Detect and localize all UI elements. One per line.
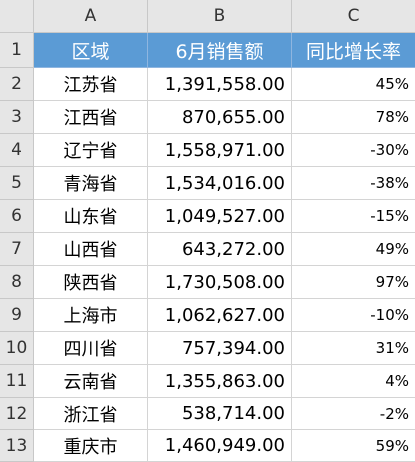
cell-region[interactable]: 江苏省 [34, 68, 148, 101]
row-header[interactable]: 5 [0, 167, 34, 200]
cell-growth[interactable]: -2% [292, 398, 415, 430]
cell-region[interactable]: 云南省 [34, 365, 148, 398]
cell-growth[interactable]: 45% [292, 68, 415, 101]
row-header[interactable]: 1 [0, 33, 34, 68]
cell-sales[interactable]: 1,062,627.00 [148, 299, 292, 332]
table-row: 11 云南省 1,355,863.00 4% [0, 365, 415, 398]
row-header[interactable]: 8 [0, 266, 34, 299]
cell-growth[interactable]: 78% [292, 101, 415, 134]
cell-growth[interactable]: 97% [292, 266, 415, 299]
column-header-c[interactable]: C [292, 0, 415, 33]
cell-growth[interactable]: 49% [292, 233, 415, 266]
table-row: 8 陕西省 1,730,508.00 97% [0, 266, 415, 299]
cell-region[interactable]: 山西省 [34, 233, 148, 266]
cell-growth[interactable]: 31% [292, 332, 415, 365]
table-row: 4 辽宁省 1,558,971.00 -30% [0, 134, 415, 167]
cell-sales[interactable]: 757,394.00 [148, 332, 292, 365]
table-row: 1 区域 6月销售额 同比增长率 [0, 33, 415, 68]
select-all-corner[interactable] [0, 0, 34, 33]
table-row: 13 重庆市 1,460,949.00 59% [0, 430, 415, 462]
cell-region[interactable]: 陕西省 [34, 266, 148, 299]
cell-growth[interactable]: -38% [292, 167, 415, 200]
table-row: 5 青海省 1,534,016.00 -38% [0, 167, 415, 200]
cell-region[interactable]: 上海市 [34, 299, 148, 332]
cell-region[interactable]: 青海省 [34, 167, 148, 200]
table-row: 9 上海市 1,062,627.00 -10% [0, 299, 415, 332]
cell-sales[interactable]: 1,534,016.00 [148, 167, 292, 200]
cell-sales[interactable]: 1,558,971.00 [148, 134, 292, 167]
row-header[interactable]: 13 [0, 430, 34, 462]
header-cell-region[interactable]: 区域 [34, 33, 148, 68]
column-header-row: A B C [0, 0, 415, 33]
cell-sales[interactable]: 1,391,558.00 [148, 68, 292, 101]
cell-growth[interactable]: -30% [292, 134, 415, 167]
row-header[interactable]: 6 [0, 200, 34, 233]
cell-sales[interactable]: 643,272.00 [148, 233, 292, 266]
cell-region[interactable]: 重庆市 [34, 430, 148, 462]
column-header-b[interactable]: B [148, 0, 292, 33]
row-header[interactable]: 11 [0, 365, 34, 398]
header-cell-sales[interactable]: 6月销售额 [148, 33, 292, 68]
table-row: 6 山东省 1,049,527.00 -15% [0, 200, 415, 233]
row-header[interactable]: 9 [0, 299, 34, 332]
row-header[interactable]: 2 [0, 68, 34, 101]
cell-sales[interactable]: 538,714.00 [148, 398, 292, 430]
cell-region[interactable]: 四川省 [34, 332, 148, 365]
table-row: 2 江苏省 1,391,558.00 45% [0, 68, 415, 101]
cell-growth[interactable]: -15% [292, 200, 415, 233]
cell-sales[interactable]: 1,730,508.00 [148, 266, 292, 299]
column-header-a[interactable]: A [34, 0, 148, 33]
row-header[interactable]: 7 [0, 233, 34, 266]
cell-region[interactable]: 浙江省 [34, 398, 148, 430]
row-header[interactable]: 4 [0, 134, 34, 167]
row-header[interactable]: 3 [0, 101, 34, 134]
table-row: 3 江西省 870,655.00 78% [0, 101, 415, 134]
cell-sales[interactable]: 870,655.00 [148, 101, 292, 134]
row-header[interactable]: 10 [0, 332, 34, 365]
row-header[interactable]: 12 [0, 398, 34, 430]
table-row: 10 四川省 757,394.00 31% [0, 332, 415, 365]
cell-growth[interactable]: 59% [292, 430, 415, 462]
cell-sales[interactable]: 1,355,863.00 [148, 365, 292, 398]
table-row: 7 山西省 643,272.00 49% [0, 233, 415, 266]
cell-growth[interactable]: 4% [292, 365, 415, 398]
cell-sales[interactable]: 1,460,949.00 [148, 430, 292, 462]
cell-region[interactable]: 山东省 [34, 200, 148, 233]
table-row: 12 浙江省 538,714.00 -2% [0, 398, 415, 430]
cell-region[interactable]: 辽宁省 [34, 134, 148, 167]
cell-region[interactable]: 江西省 [34, 101, 148, 134]
header-cell-growth[interactable]: 同比增长率 [292, 33, 415, 68]
cell-sales[interactable]: 1,049,527.00 [148, 200, 292, 233]
cell-growth[interactable]: -10% [292, 299, 415, 332]
